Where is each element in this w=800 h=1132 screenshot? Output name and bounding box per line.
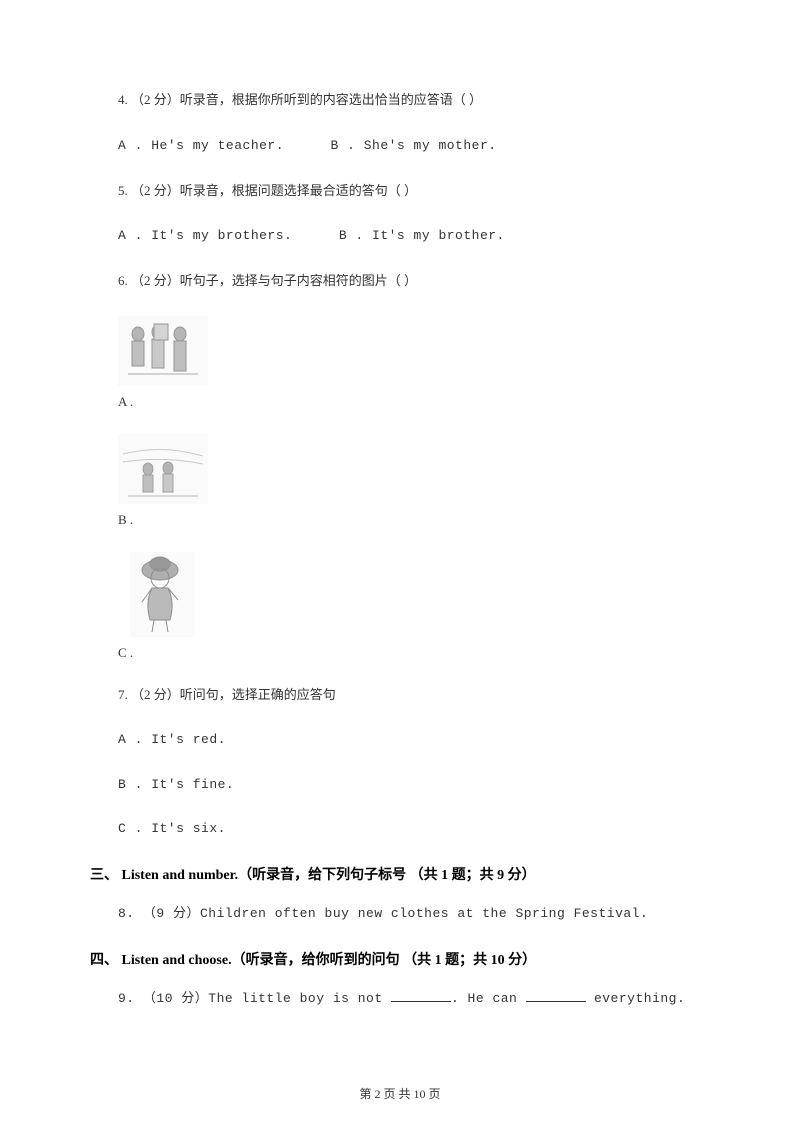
question-5: 5. （2 分）听录音，根据问题选择最合适的答句（ ） xyxy=(118,181,710,202)
children-playing-sketch-icon xyxy=(118,434,208,504)
q9-prefix: 9. （10 分）The little boy is not xyxy=(118,991,391,1006)
q4-option-a: A . He's my teacher. xyxy=(118,138,284,153)
question-7: 7. （2 分）听问句，选择正确的应答句 xyxy=(118,685,710,706)
blank-1 xyxy=(391,989,451,1002)
q4-option-b: B . She's my mother. xyxy=(331,138,497,153)
question-6: 6. （2 分）听句子，选择与句子内容相符的图片（ ） xyxy=(118,271,710,292)
section-4-heading: 四、 Listen and choose.（听录音，给你听到的问句 （共 1 题… xyxy=(90,949,710,969)
q6-option-b-label: B . xyxy=(118,512,710,528)
q6-image-a xyxy=(118,316,710,386)
q6-option-c-label: C . xyxy=(118,645,710,661)
question-8: 8. （9 分）Children often buy new clothes a… xyxy=(118,904,710,925)
people-group-sketch-icon xyxy=(118,316,208,386)
blank-2 xyxy=(526,989,586,1002)
q6-image-c xyxy=(118,552,710,637)
question-9: 9. （10 分）The little boy is not . He can … xyxy=(118,989,710,1010)
q7-option-c: C . It's six. xyxy=(118,819,710,840)
q7-option-a: A . It's red. xyxy=(118,730,710,751)
girl-hat-sketch-icon xyxy=(130,552,195,637)
question-5-options: A . It's my brothers. B . It's my brothe… xyxy=(118,225,710,247)
page-footer: 第 2 页 共 10 页 xyxy=(0,1085,800,1102)
question-4: 4. （2 分）听录音，根据你所听到的内容选出恰当的应答语（ ） xyxy=(118,90,710,111)
q6-image-b xyxy=(118,434,710,504)
q5-option-b: B . It's my brother. xyxy=(339,228,505,243)
section-3-heading: 三、 Listen and number.（听录音，给下列句子标号 （共 1 题… xyxy=(90,864,710,884)
q9-suffix: everything. xyxy=(586,991,686,1006)
question-4-options: A . He's my teacher. B . She's my mother… xyxy=(118,135,710,157)
q7-option-b: B . It's fine. xyxy=(118,775,710,796)
q5-option-a: A . It's my brothers. xyxy=(118,228,292,243)
q6-option-a-label: A . xyxy=(118,394,710,410)
q9-mid: . He can xyxy=(451,991,526,1006)
